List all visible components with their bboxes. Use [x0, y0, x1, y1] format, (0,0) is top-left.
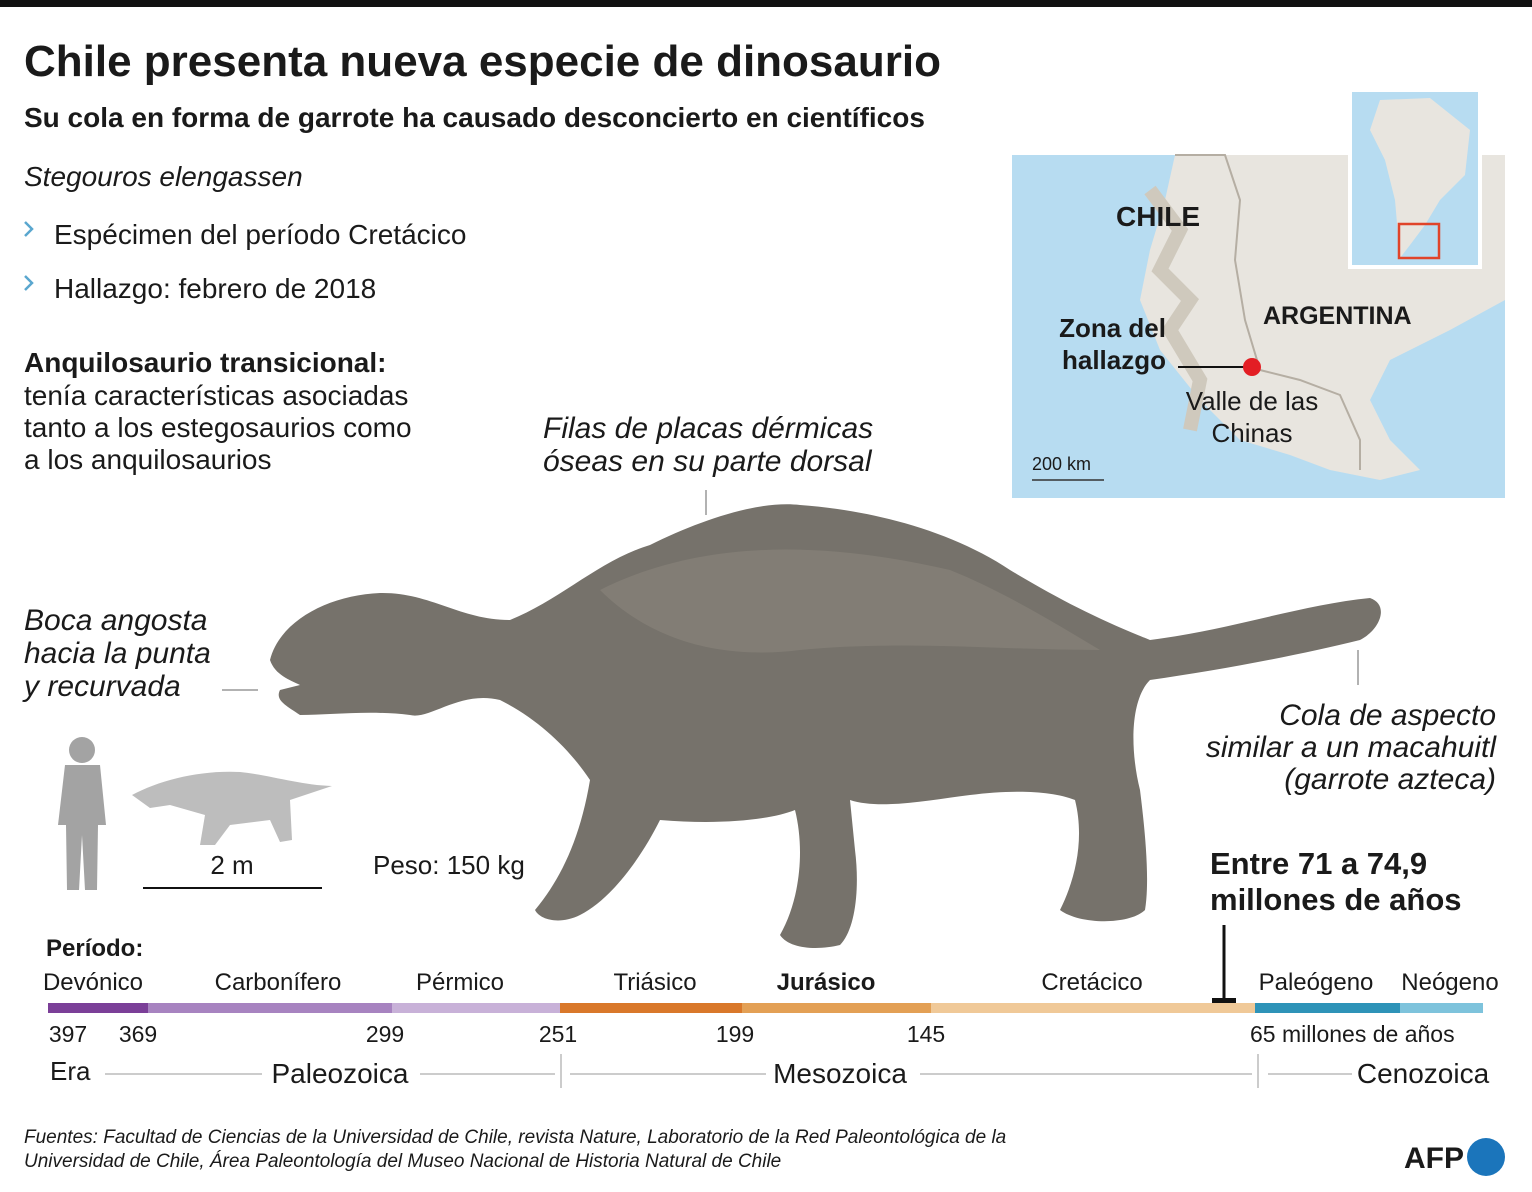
dinosaur-shading	[600, 549, 1100, 653]
mouth-annotation: y recurvada	[22, 670, 181, 703]
description-line: a los anquilosaurios	[24, 444, 272, 475]
inset-land	[1370, 98, 1470, 258]
mouth-annotation: Boca angosta	[24, 604, 207, 637]
tail-annotation: (garrote azteca)	[1284, 763, 1496, 796]
weight-label: Peso: 150 kg	[373, 850, 525, 880]
dinosaur-silhouette	[132, 771, 332, 845]
dinosaur-body	[270, 504, 1381, 948]
period-bar	[1400, 1003, 1483, 1013]
period-bar	[931, 1003, 1255, 1013]
period-name: Devónico	[43, 969, 143, 996]
period-name: Neógeno	[1401, 969, 1498, 996]
tick-label: 369	[119, 1021, 157, 1047]
period-bar	[1255, 1003, 1400, 1013]
top-rule	[0, 0, 1532, 7]
map-zone: Zona del	[1059, 313, 1166, 343]
length-label: 2 m	[210, 850, 253, 880]
tick-label: 199	[716, 1021, 754, 1047]
fact-chevron	[24, 275, 34, 291]
fact: Espécimen del período Cretácico	[54, 219, 466, 250]
species: Stegouros elengassen	[24, 161, 303, 192]
map-place: Valle de las	[1186, 386, 1319, 416]
period-bar	[148, 1003, 392, 1013]
tick-label: 299	[366, 1021, 404, 1047]
inset-locator	[1397, 222, 1441, 260]
period-label: Período:	[46, 935, 143, 962]
tick-label: 145	[907, 1021, 945, 1047]
period-bar	[392, 1003, 560, 1013]
fact-chevron	[24, 221, 34, 237]
mouth-annotation: hacia la punta	[24, 637, 211, 670]
dating-label: millones de años	[1210, 882, 1462, 917]
subtitle: Su cola en forma de garrote ha causado d…	[24, 102, 925, 133]
map-zone: hallazgo	[1062, 345, 1166, 375]
era-name: Mesozoica	[773, 1058, 907, 1089]
period-name: Pérmico	[416, 969, 504, 996]
period-bar	[48, 1003, 148, 1013]
period-bar	[742, 1003, 931, 1013]
human-head	[69, 737, 95, 763]
period-name: Carbonífero	[215, 969, 342, 996]
tick-label: 65 millones de años	[1250, 1021, 1455, 1047]
period-name: Triásico	[613, 969, 696, 996]
plates-annotation: óseas en su parte dorsal	[543, 445, 873, 478]
period-name: Jurásico	[777, 969, 876, 996]
logo-circle	[1467, 1138, 1505, 1176]
tick-label: 251	[539, 1021, 577, 1047]
scale-figures	[58, 737, 332, 890]
dating-label: Entre 71 a 74,9	[1210, 846, 1427, 881]
human-silhouette	[58, 765, 106, 890]
sources: Universidad de Chile, Área Paleontología…	[24, 1151, 781, 1172]
map-scale-label: 200 km	[1032, 454, 1091, 474]
map-relief	[1144, 185, 1208, 432]
map-border	[1175, 154, 1361, 470]
map	[1012, 88, 1505, 498]
title: Chile presenta nueva especie de dinosaur…	[24, 37, 941, 86]
description-line: tanto a los estegosaurios como	[24, 412, 412, 443]
tail-annotation: Cola de aspecto	[1279, 699, 1496, 732]
period-name: Paleógeno	[1259, 969, 1374, 996]
period-name: Cretácico	[1041, 969, 1142, 996]
zone-marker	[1243, 358, 1261, 376]
era-name: Cenozoica	[1357, 1058, 1490, 1089]
sources: Fuentes: Facultad de Ciencias de la Univ…	[24, 1127, 1006, 1148]
tick-label: 397	[49, 1021, 87, 1047]
fact: Hallazgo: febrero de 2018	[54, 273, 376, 304]
map-argentina: ARGENTINA	[1263, 302, 1412, 330]
era-name: Paleozoica	[272, 1058, 409, 1089]
map-place: Chinas	[1212, 418, 1293, 448]
tail-annotation: similar a un macahuitl	[1206, 731, 1497, 764]
logo: AFP	[1404, 1142, 1464, 1175]
description-heading: Anquilosaurio transicional:	[24, 347, 386, 378]
map-chile: CHILE	[1116, 201, 1200, 232]
period-bar	[560, 1003, 742, 1013]
plates-annotation: Filas de placas dérmicas	[543, 412, 873, 445]
dinosaur-illustration	[222, 490, 1381, 948]
description-line: tenía características asociadas	[24, 380, 408, 411]
era-label: Era	[50, 1056, 91, 1086]
